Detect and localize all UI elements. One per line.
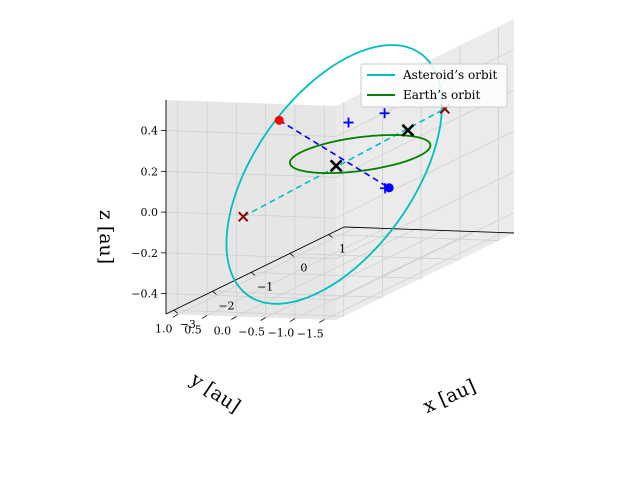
x-tick-label: 1 xyxy=(339,243,346,256)
axis-lines xyxy=(161,100,515,323)
grid-back-z-line xyxy=(335,171,515,260)
cross-marker xyxy=(401,123,415,137)
grid-floor-x-line xyxy=(328,234,499,241)
y-tick-mark xyxy=(289,318,296,322)
z-tick-label: −0.4 xyxy=(131,288,158,301)
side-pane xyxy=(166,100,336,320)
x-tick-label: −2 xyxy=(218,299,234,312)
y-tick-mark xyxy=(260,317,266,321)
cross-marker xyxy=(238,211,249,222)
grid-side-z-line xyxy=(165,211,337,219)
grid-floor-x-line xyxy=(173,309,344,317)
legend-label-earth: Earth’s orbit xyxy=(403,88,480,102)
grid-floor-x-line xyxy=(289,253,460,260)
grid-back-z-line xyxy=(335,212,515,300)
x-tick-mark xyxy=(328,234,333,238)
y-tick-label: −1.0 xyxy=(268,327,295,340)
y-tick-mark xyxy=(201,315,208,319)
z-tick-label: 0.4 xyxy=(141,125,159,138)
x-tick-mark xyxy=(250,272,256,276)
plus-marker xyxy=(343,117,354,128)
cross-marker xyxy=(329,159,343,173)
x-axis-label: x [au] xyxy=(420,375,479,418)
z-tick-label: 0.2 xyxy=(141,165,159,178)
y-axis-label: y [au] xyxy=(186,368,245,418)
grid-side-z-line xyxy=(165,170,337,178)
x-tick-label: −1 xyxy=(257,280,273,293)
earth-orbit-line xyxy=(288,134,432,175)
plus-marker xyxy=(379,108,390,119)
z-tick-label: −0.2 xyxy=(131,247,158,260)
grid-side-z-line xyxy=(165,130,337,137)
y-tick-label: 1.0 xyxy=(155,322,173,335)
grid-lines xyxy=(165,26,515,320)
x-axis-line xyxy=(165,226,345,315)
x-tick-mark xyxy=(289,253,295,257)
y-tick-label: −1.5 xyxy=(297,328,324,341)
grid-side-z-line xyxy=(165,252,337,260)
legend: Asteroid’s orbit Earth’s orbit xyxy=(360,63,508,108)
z-axis-label: z [au] xyxy=(95,210,117,264)
x-tick-label: 0 xyxy=(300,261,307,274)
x-tick-mark xyxy=(212,290,217,295)
x-tick-mark xyxy=(173,309,178,314)
y-axis-line xyxy=(343,226,515,234)
plus-marker xyxy=(380,183,391,194)
grid-floor-y-line xyxy=(324,232,503,320)
apsis-dot-marker xyxy=(274,115,284,125)
legend-label-asteroid: Asteroid’s orbit xyxy=(402,68,497,82)
tick-labels: −3 −2 −1 0 1 1.0 0.5 0.0 −0.5 −1.0 −1.5 0.4 0.2 0.0 −0… xyxy=(131,125,346,341)
line-of-apsides xyxy=(278,119,390,189)
grid-floor-x-line xyxy=(212,290,383,298)
x-tick-label: −3 xyxy=(180,318,196,331)
y-tick-mark xyxy=(319,319,325,323)
y-tick-label: −0.5 xyxy=(238,326,265,339)
y-tick-mark xyxy=(172,314,178,318)
y-tick-label: 0.0 xyxy=(214,324,232,337)
legend-box xyxy=(360,63,508,108)
y-tick-mark xyxy=(231,316,237,320)
y-tick-label: 0.5 xyxy=(184,323,202,336)
z-tick-label: 0.0 xyxy=(141,206,159,219)
grid-floor-x-line xyxy=(251,271,422,279)
